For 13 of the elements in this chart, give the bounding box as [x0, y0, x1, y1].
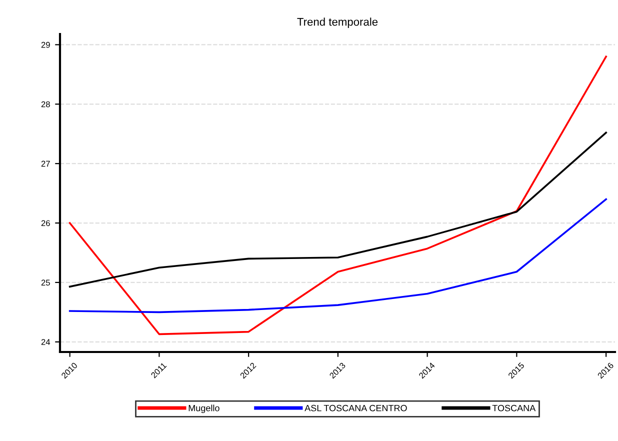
line-series — [68, 56, 607, 336]
legend-label: ASL TOSCANA CENTRO — [304, 404, 407, 412]
line-series — [68, 132, 607, 288]
y-tick-label: 24 — [41, 339, 50, 345]
legend-label: Mugello — [188, 404, 220, 414]
y-tick-label: 26 — [41, 220, 50, 226]
y-tick-label: 25 — [41, 280, 50, 286]
legend-label: TOSCANA — [492, 404, 536, 412]
y-tick-label: 28 — [41, 101, 50, 108]
y-tick-label: 29 — [41, 42, 50, 48]
line-series — [68, 198, 607, 314]
chart-title: Trend temporale — [297, 18, 378, 28]
y-tick-label: 27 — [41, 160, 50, 167]
